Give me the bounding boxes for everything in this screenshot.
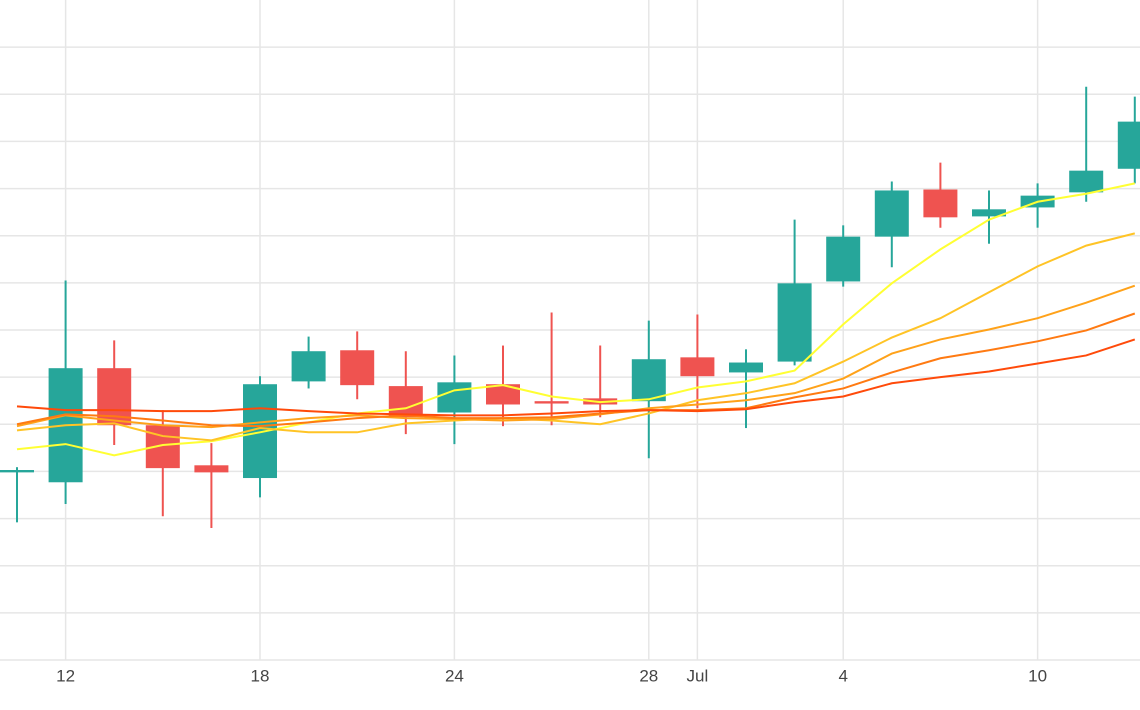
- x-tick-label: 18: [251, 666, 270, 685]
- candle-body: [1069, 170, 1104, 193]
- moving-average-line: [16, 312, 1136, 428]
- candle-body: [777, 283, 812, 362]
- moving-average-line: [16, 338, 1136, 417]
- candle-body: [1117, 121, 1140, 169]
- x-tick-label: Jul: [687, 666, 709, 685]
- candle-body: [388, 386, 423, 418]
- moving-average-line: [16, 232, 1136, 442]
- candle-body: [972, 209, 1006, 217]
- candle-body: [631, 359, 666, 402]
- candle-body: [680, 357, 715, 377]
- x-tick-label: 12: [56, 666, 75, 685]
- candle-body: [437, 382, 472, 413]
- candle-body: [194, 465, 229, 473]
- candle-body: [340, 350, 375, 386]
- candle-body: [923, 189, 958, 218]
- candle-body: [534, 401, 569, 404]
- candle-body: [874, 190, 909, 237]
- x-tick-label: 10: [1028, 666, 1047, 685]
- candle-body: [826, 236, 861, 282]
- x-tick-label: 4: [838, 666, 847, 685]
- candle-body: [729, 362, 763, 373]
- x-tick-label: 24: [445, 666, 464, 685]
- candle-body: [0, 470, 34, 473]
- moving-average-line: [16, 284, 1136, 429]
- x-tick-label: 28: [639, 666, 658, 685]
- candle-body: [291, 351, 326, 382]
- candle-body: [486, 384, 520, 405]
- moving-average-line: [16, 182, 1136, 457]
